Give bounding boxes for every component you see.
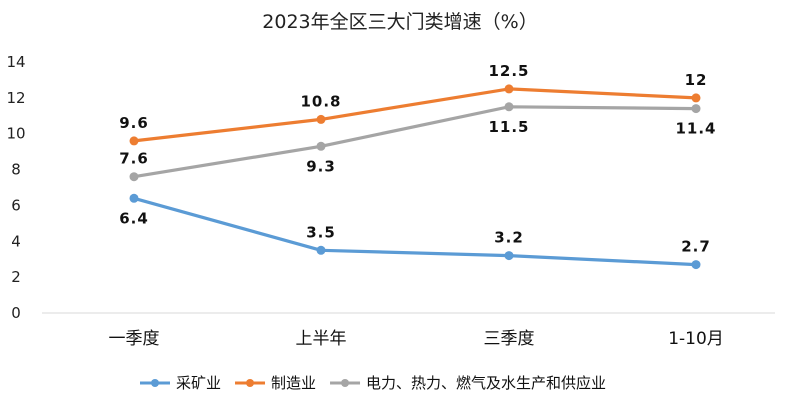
series-line	[133, 87, 697, 143]
data-point	[504, 102, 514, 112]
y-tick-label: 4	[11, 232, 21, 250]
data-label: 3.2	[494, 229, 524, 247]
data-label: 2.7	[681, 238, 711, 256]
y-tick-label: 10	[6, 125, 25, 143]
legend-label: 采矿业	[176, 374, 221, 392]
data-label: 10.8	[300, 92, 341, 110]
data-label: 11.5	[488, 118, 529, 136]
series-group: 6.4 3.5 3.2 2.7 9.6 10.8 12.5 12 7.6 9.3 11.5 11.4	[119, 62, 716, 270]
data-point	[691, 93, 701, 103]
data-point	[691, 104, 701, 114]
series-line	[133, 105, 697, 179]
data-point	[129, 172, 139, 182]
data-point	[316, 114, 326, 124]
data-label: 12	[685, 71, 708, 89]
x-tick-label: 一季度	[109, 329, 160, 349]
data-point	[129, 136, 139, 146]
legend-item-3: 电力、热力、燃气及水生产和供应业	[330, 374, 606, 392]
x-tick-label: 三季度	[484, 329, 535, 349]
legend-item-1: 采矿业	[140, 374, 221, 392]
legend-marker	[151, 379, 159, 387]
y-tick-label: 2	[11, 268, 21, 286]
legend: 采矿业 制造业 电力、热力、燃气及水生产和供应业	[140, 374, 606, 392]
data-label: 3.5	[306, 223, 336, 241]
legend-label: 制造业	[271, 374, 316, 392]
y-axis: 0 2 4 6 8 10 12 14	[6, 53, 25, 322]
series-2: 9.6 10.8 12.5 12	[119, 62, 708, 146]
legend-marker	[246, 379, 255, 387]
data-point	[691, 260, 701, 270]
data-label: 9.6	[119, 114, 149, 132]
chart-title: 2023年全区三大门类增速（%）	[262, 11, 537, 33]
x-tick-label: 1-10月	[668, 329, 724, 349]
series-line	[133, 196, 697, 267]
data-label: 12.5	[488, 62, 529, 80]
y-tick-label: 8	[11, 161, 21, 179]
data-point	[504, 84, 514, 94]
legend-label: 电力、热力、燃气及水生产和供应业	[366, 374, 606, 392]
legend-item-2: 制造业	[235, 374, 316, 392]
y-tick-label: 0	[11, 304, 21, 322]
y-tick-label: 6	[11, 196, 21, 214]
data-point	[316, 245, 326, 255]
x-tick-label: 上半年	[296, 329, 347, 349]
data-label: 7.6	[119, 150, 149, 168]
y-tick-label: 14	[6, 53, 25, 71]
data-label: 6.4	[119, 209, 149, 227]
data-point	[129, 193, 139, 203]
y-tick-label: 12	[6, 89, 25, 107]
data-label: 9.3	[306, 157, 336, 175]
legend-marker	[341, 379, 350, 387]
data-point	[504, 251, 514, 261]
x-axis: 一季度 上半年 三季度 1-10月	[109, 329, 724, 349]
series-3: 7.6 9.3 11.5 11.4	[119, 102, 716, 182]
data-point	[316, 141, 326, 151]
data-label: 11.4	[675, 120, 716, 138]
series-1: 6.4 3.5 3.2 2.7	[119, 193, 711, 270]
